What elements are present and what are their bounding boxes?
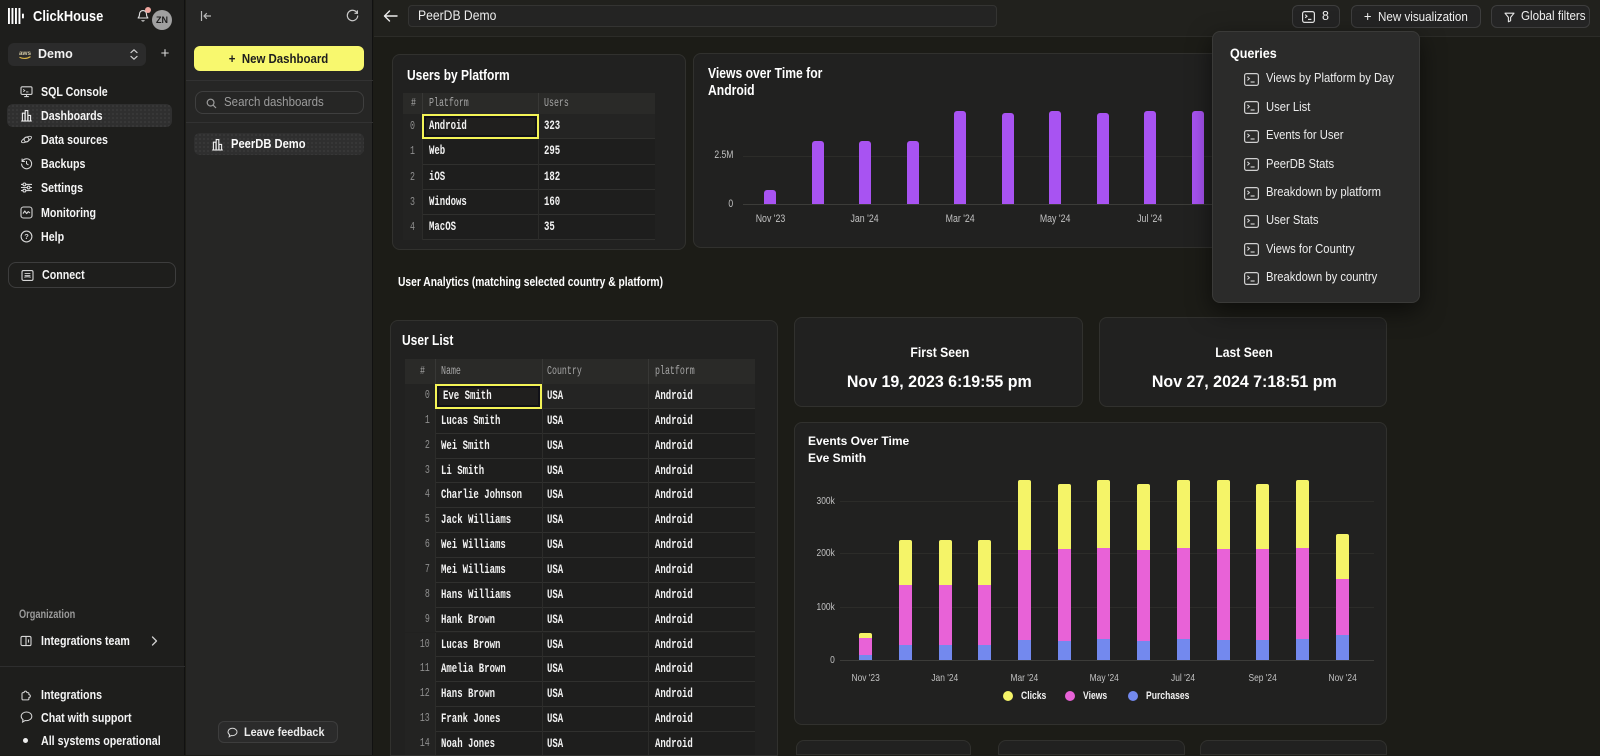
svg-text:?: ? bbox=[24, 232, 29, 241]
svg-text:aws: aws bbox=[19, 50, 31, 57]
